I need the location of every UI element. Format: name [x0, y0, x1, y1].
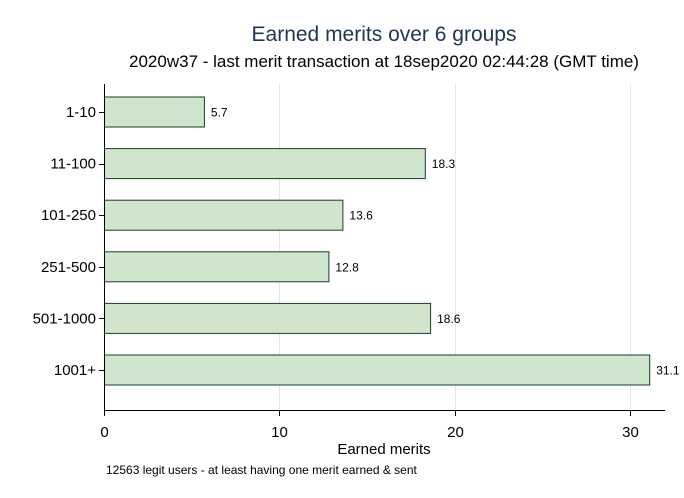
- value-label: 13.6: [349, 209, 373, 223]
- value-label: 31.1: [656, 364, 680, 378]
- bar: [104, 302, 432, 334]
- category-label: 1001+: [54, 362, 96, 379]
- value-label: 18.6: [437, 312, 461, 326]
- category-label: 11-100: [50, 156, 96, 173]
- bar: [104, 354, 651, 386]
- bar: [104, 96, 205, 128]
- bar: [104, 251, 330, 283]
- chart-title: Earned merits over 6 groups: [252, 23, 517, 46]
- x-tick-label: 30: [622, 424, 639, 441]
- category-label: 101-250: [41, 207, 96, 224]
- bars: 1-10 5.7 11-100 18.3 101-250 13.6 251-500 12.8 5…: [33, 96, 680, 386]
- category-label: 501-1000: [33, 310, 96, 327]
- category-label: 1-10: [66, 104, 96, 121]
- bar: [104, 148, 426, 180]
- chart-subtitle: 2020w37 - last merit transaction at 18se…: [129, 52, 639, 71]
- value-label: 18.3: [432, 157, 456, 171]
- value-label: 5.7: [211, 106, 228, 120]
- x-tick-label: 10: [271, 424, 288, 441]
- value-label: 12.8: [335, 260, 359, 274]
- chart-note: 12563 legit users - at least having one …: [106, 463, 418, 477]
- x-tick-label: 0: [100, 424, 108, 441]
- axes: 0 10 20 30: [99, 84, 665, 441]
- bar: [104, 199, 344, 231]
- x-tick-label: 20: [447, 424, 464, 441]
- x-axis-label: Earned merits: [337, 441, 430, 458]
- category-label: 251-500: [41, 259, 96, 276]
